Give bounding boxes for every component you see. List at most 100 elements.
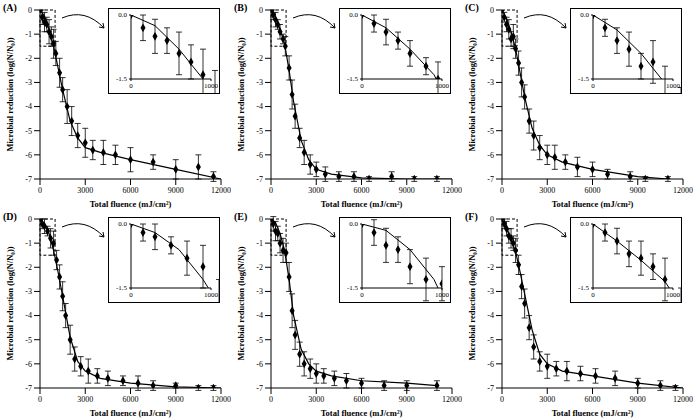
svg-text:-7: -7	[25, 384, 32, 393]
svg-text:0.0: 0.0	[349, 220, 358, 228]
svg-text:Microbial reduction (log(N/N₀): Microbial reduction (log(N/N₀))	[236, 246, 246, 360]
svg-text:-1.5: -1.5	[347, 75, 359, 83]
svg-text:-7: -7	[256, 175, 263, 184]
svg-text:Total fluence (mJ/cm²): Total fluence (mJ/cm²)	[552, 199, 634, 209]
svg-text:0: 0	[28, 215, 32, 224]
svg-text:-7: -7	[487, 384, 494, 393]
svg-text:-5: -5	[25, 336, 32, 345]
svg-text:-4: -4	[25, 311, 32, 320]
svg-text:3000: 3000	[539, 395, 555, 404]
svg-text:Total fluence (mJ/cm²): Total fluence (mJ/cm²)	[321, 408, 403, 418]
svg-text:-5: -5	[256, 127, 263, 136]
svg-text:-1.5: -1.5	[116, 75, 128, 83]
svg-text:1000: 1000	[204, 291, 219, 299]
svg-text:1000: 1000	[435, 291, 450, 299]
svg-text:-3: -3	[487, 78, 494, 87]
svg-text:Microbial reduction (log(N/N₀): Microbial reduction (log(N/N₀))	[467, 37, 477, 151]
svg-text:0.0: 0.0	[118, 11, 127, 19]
svg-text:6000: 6000	[123, 395, 139, 404]
svg-text:1000: 1000	[435, 82, 450, 90]
svg-text:-3: -3	[487, 287, 494, 296]
svg-text:3000: 3000	[308, 395, 324, 404]
svg-text:-1.5: -1.5	[116, 284, 128, 292]
svg-text:3000: 3000	[77, 186, 93, 195]
svg-text:0: 0	[500, 395, 504, 404]
svg-text:Microbial reduction (log(N/N₀): Microbial reduction (log(N/N₀))	[8, 246, 15, 360]
svg-text:-1: -1	[256, 239, 263, 248]
svg-text:-1.5: -1.5	[578, 284, 590, 292]
svg-text:3000: 3000	[539, 186, 555, 195]
svg-text:0.0: 0.0	[349, 11, 358, 19]
svg-text:0: 0	[360, 291, 364, 299]
svg-text:0: 0	[129, 291, 133, 299]
svg-text:0: 0	[500, 186, 504, 195]
svg-text:9000: 9000	[399, 186, 415, 195]
svg-text:-1: -1	[25, 239, 32, 248]
svg-text:12000: 12000	[673, 395, 685, 404]
svg-text:-3: -3	[25, 287, 32, 296]
svg-text:-6: -6	[256, 360, 263, 369]
svg-text:6000: 6000	[585, 395, 601, 404]
svg-text:-1: -1	[256, 30, 263, 39]
svg-text:0: 0	[28, 6, 32, 15]
svg-text:Total fluence (mJ/cm²): Total fluence (mJ/cm²)	[90, 199, 172, 209]
svg-text:-4: -4	[256, 311, 263, 320]
svg-text:-2: -2	[256, 263, 263, 272]
svg-text:Microbial reduction (log(N/N₀): Microbial reduction (log(N/N₀))	[467, 246, 477, 360]
svg-text:-4: -4	[487, 311, 494, 320]
svg-text:-7: -7	[256, 384, 263, 393]
svg-text:-1: -1	[25, 30, 32, 39]
svg-text:-4: -4	[256, 102, 263, 111]
svg-text:12000: 12000	[211, 395, 231, 404]
svg-text:-5: -5	[487, 336, 494, 345]
svg-text:-3: -3	[256, 78, 263, 87]
svg-text:9000: 9000	[168, 186, 184, 195]
svg-text:6000: 6000	[354, 395, 370, 404]
svg-text:6000: 6000	[354, 186, 370, 195]
svg-text:-6: -6	[487, 360, 494, 369]
svg-text:0: 0	[591, 291, 595, 299]
svg-text:1000: 1000	[204, 82, 219, 90]
svg-text:-5: -5	[487, 127, 494, 136]
svg-text:-1: -1	[487, 30, 494, 39]
svg-text:0.0: 0.0	[580, 11, 589, 19]
svg-text:9000: 9000	[630, 395, 646, 404]
svg-text:3000: 3000	[308, 186, 324, 195]
svg-text:1000: 1000	[666, 82, 681, 90]
svg-text:1000: 1000	[666, 291, 681, 299]
svg-text:0: 0	[269, 186, 273, 195]
svg-text:-2: -2	[25, 54, 32, 63]
svg-text:-4: -4	[25, 102, 32, 111]
svg-text:-2: -2	[25, 263, 32, 272]
svg-text:12000: 12000	[442, 186, 462, 195]
svg-text:-2: -2	[487, 263, 494, 272]
svg-text:-6: -6	[256, 151, 263, 160]
svg-text:0: 0	[129, 82, 133, 90]
svg-text:Total fluence (mJ/cm²): Total fluence (mJ/cm²)	[90, 408, 172, 418]
svg-text:-1: -1	[487, 239, 494, 248]
svg-text:12000: 12000	[211, 186, 231, 195]
svg-text:0.0: 0.0	[118, 220, 127, 228]
svg-text:3000: 3000	[77, 395, 93, 404]
svg-text:12000: 12000	[442, 395, 462, 404]
svg-text:0.0: 0.0	[580, 220, 589, 228]
svg-text:0: 0	[38, 395, 42, 404]
svg-text:-5: -5	[256, 336, 263, 345]
svg-text:Microbial reduction (log(N/N₀): Microbial reduction (log(N/N₀))	[8, 37, 15, 151]
svg-text:9000: 9000	[630, 186, 646, 195]
svg-text:-6: -6	[25, 360, 32, 369]
svg-text:-5: -5	[25, 127, 32, 136]
svg-text:0: 0	[269, 395, 273, 404]
svg-text:-4: -4	[487, 102, 494, 111]
svg-text:-3: -3	[25, 78, 32, 87]
svg-text:Total fluence (mJ/cm²): Total fluence (mJ/cm²)	[552, 408, 634, 418]
svg-text:0: 0	[360, 82, 364, 90]
svg-text:-7: -7	[487, 175, 494, 184]
svg-text:-7: -7	[25, 175, 32, 184]
svg-text:0: 0	[490, 6, 494, 15]
svg-text:Total fluence (mJ/cm²): Total fluence (mJ/cm²)	[321, 199, 403, 209]
svg-text:9000: 9000	[168, 395, 184, 404]
svg-text:-6: -6	[25, 151, 32, 160]
svg-text:6000: 6000	[123, 186, 139, 195]
svg-text:-2: -2	[487, 54, 494, 63]
